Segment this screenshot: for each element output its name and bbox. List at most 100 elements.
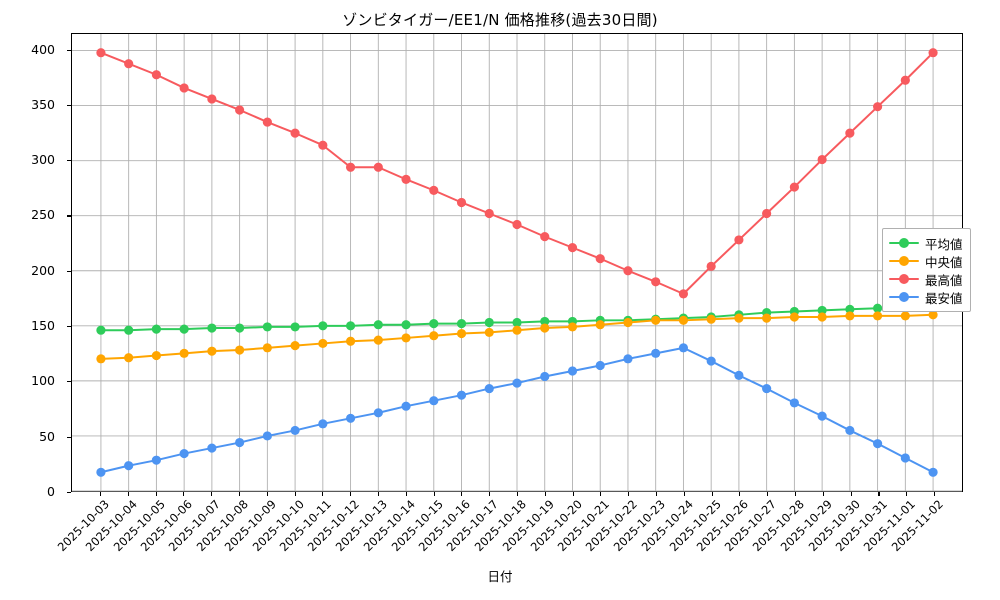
data-point-marker [456,319,467,329]
data-point-marker [429,319,439,329]
x-tick-mark [489,492,491,496]
data-point-marker [318,140,328,150]
data-point-marker [207,94,217,104]
data-point-marker [789,398,799,408]
data-point-marker [817,154,827,165]
data-point-marker [96,467,106,477]
data-point-marker [512,317,522,328]
data-point-marker [512,378,522,388]
y-tick-mark [67,270,71,272]
y-tick-label: 250 [31,207,55,223]
data-point-marker [96,325,106,335]
data-point-marker [540,323,550,333]
y-tick-label: 0 [47,484,55,499]
data-point-marker [235,437,245,448]
data-point-marker [262,117,272,127]
x-tick-marks [71,492,963,496]
data-point-marker [151,70,161,80]
data-point-marker [734,313,744,323]
x-tick-mark [572,492,574,496]
y-tick-label: 150 [31,318,55,334]
x-tick-mark [739,492,741,496]
legend-label: 平均値 [925,236,963,252]
data-point-marker [512,325,522,335]
y-tick-mark [67,326,71,328]
x-tick-mark [711,492,713,496]
data-point-marker [651,348,661,358]
data-point-marker [345,336,356,346]
data-point-marker [706,314,716,324]
data-point-marker [762,384,772,394]
legend-item[interactable]: 平均値 [889,234,963,252]
data-point-marker [235,323,245,333]
data-point-marker [789,182,799,192]
data-point-marker [540,232,550,242]
data-point-marker [207,346,217,356]
data-point-marker [151,324,161,334]
data-point-marker [873,439,883,449]
y-tick-mark [67,104,71,106]
legend-item[interactable]: 中央値 [889,252,963,270]
legend-swatch-icon [889,272,919,286]
data-point-marker [456,197,467,208]
x-tick-mark [127,492,129,496]
y-tick-mark [67,49,71,51]
legend-swatch-icon [889,290,919,304]
data-point-marker [734,370,744,380]
data-point-marker [318,321,328,331]
data-point-marker [318,419,328,429]
data-point-marker [873,311,883,321]
data-point-marker [706,356,716,366]
data-point-marker [401,333,411,343]
data-point-marker [567,322,578,332]
data-point-marker [124,59,134,69]
data-point-marker [623,266,633,276]
data-point-marker [651,315,661,325]
data-point-marker [484,208,494,219]
x-tick-mark [294,492,296,496]
x-tick-mark [99,492,102,496]
data-point-marker [484,317,494,328]
y-tick-label: 350 [31,96,55,112]
x-tick-mark [795,492,797,496]
data-point-marker [401,174,411,184]
chart-legend: 平均値 中央値 最高値 最安値 [882,228,971,312]
data-point-marker [845,304,855,314]
data-point-marker [762,313,772,323]
data-point-marker [290,341,300,351]
y-tick-mark [67,492,71,494]
data-point-marker [235,105,245,115]
plot-area [71,33,963,492]
data-point-marker [456,390,467,400]
data-point-marker [651,277,661,287]
legend-item[interactable]: 最高値 [889,270,963,288]
x-tick-mark [322,492,324,496]
y-tick-mark [67,381,71,383]
data-point-marker [373,162,383,172]
data-point-marker [345,321,356,331]
x-tick-mark [906,492,908,496]
data-point-marker [873,102,883,112]
legend-item[interactable]: 最安値 [889,288,963,306]
data-point-marker [207,443,217,453]
data-point-marker [540,371,550,382]
data-point-marker [345,162,356,172]
data-point-marker [456,328,467,339]
data-point-marker [429,331,439,341]
data-point-marker [262,431,272,441]
data-point-marker [678,289,689,299]
x-tick-mark [350,492,352,496]
x-axis-label: 日付 [487,569,513,584]
data-point-marker [789,312,799,322]
data-point-marker [373,408,383,418]
data-point-marker [484,384,494,394]
x-tick-mark [183,492,185,496]
x-tick-mark [544,492,546,496]
data-point-marker [678,343,689,353]
data-point-marker [429,396,439,406]
x-tick-mark [211,492,213,496]
data-point-marker [623,354,633,364]
data-point-marker [429,185,439,195]
data-point-marker [124,353,134,363]
